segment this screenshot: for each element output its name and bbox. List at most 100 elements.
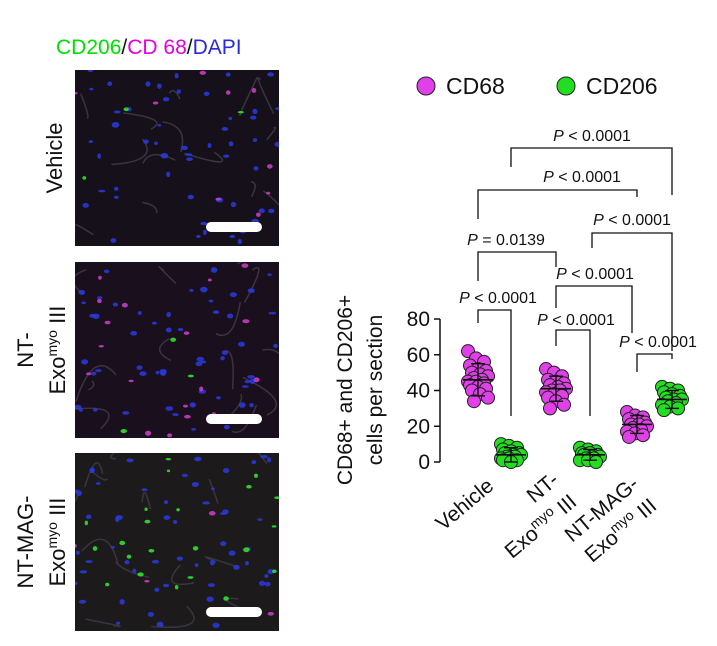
dapi-nucleus: [82, 203, 89, 208]
cd68-signal: [145, 430, 152, 436]
dapi-nucleus: [208, 299, 214, 303]
dapi-nucleus: [264, 581, 271, 587]
dapi-nucleus: [157, 83, 162, 89]
dapi-nucleus: [237, 238, 242, 245]
dapi-nucleus: [176, 556, 184, 561]
cd206-signal: [105, 582, 110, 587]
cd68-signal: [121, 302, 128, 308]
dapi-nucleus: [258, 580, 266, 586]
dapi-nucleus: [220, 541, 227, 547]
dapi-nucleus: [81, 301, 86, 305]
cd68-title: CD 68: [127, 36, 187, 59]
dapi-nucleus: [110, 545, 115, 549]
dapi-nucleus: [122, 411, 130, 415]
dapi-nucleus: [247, 375, 255, 379]
tissue-fiber: [123, 112, 158, 130]
dapi-nucleus: [268, 311, 277, 315]
tissue-fiber: [75, 364, 117, 402]
cd206-signal: [170, 337, 177, 342]
dapi-nucleus: [237, 341, 245, 347]
dapi-nucleus: [132, 568, 137, 573]
cd68-signal: [199, 70, 207, 75]
dapi-nucleus: [115, 515, 123, 520]
dapi-nucleus: [75, 581, 78, 585]
dapi-nucleus: [162, 97, 170, 102]
data-point: [557, 397, 571, 412]
cd68-signal: [183, 331, 190, 335]
y-tick-label: 60: [407, 344, 430, 367]
dapi-nucleus: [200, 286, 208, 293]
cd206-signal: [148, 549, 155, 553]
dapi-nucleus: [94, 369, 102, 372]
dapi-nucleus: [166, 311, 172, 318]
cd206-signal: [120, 429, 127, 434]
cd68-signal: [152, 101, 159, 105]
micrograph-vehicle: [75, 70, 279, 246]
tissue-fiber: [141, 492, 152, 510]
dapi-nucleus: [211, 487, 215, 491]
tissue-fiber: [168, 89, 181, 100]
dapi-nucleus: [220, 356, 225, 361]
dapi-nucleus: [174, 73, 179, 79]
dapi-nucleus: [141, 488, 148, 492]
tissue-fiber: [85, 618, 121, 628]
dapi-nucleus: [97, 189, 106, 193]
dapi-nucleus: [90, 371, 97, 376]
micrograph-nt-mag-exo: [75, 453, 279, 631]
cd68-signal: [98, 345, 104, 348]
dapi-nucleus: [78, 289, 86, 295]
dapi-nucleus: [92, 408, 98, 412]
dapi-nucleus: [260, 454, 268, 459]
tissue-fiber: [75, 223, 94, 236]
dapi-nucleus: [147, 612, 155, 617]
dapi-nucleus: [151, 321, 158, 325]
significance-bracket: [477, 251, 557, 281]
dapi-nucleus: [159, 368, 167, 375]
dapi-nucleus: [176, 89, 182, 94]
cd68-signal: [86, 372, 92, 376]
dapi-nucleus: [155, 370, 160, 375]
tissue-fiber: [184, 151, 224, 163]
cd206-signal: [92, 546, 98, 551]
micrograph-background: [75, 262, 279, 438]
dapi-nucleus: [267, 457, 272, 463]
dapi-nucleus: [196, 234, 201, 238]
data-point: [543, 401, 557, 416]
dapi-nucleus: [112, 302, 119, 307]
y-tick-label: 80: [407, 308, 430, 331]
p-value-label: P < 0.0001: [593, 212, 671, 229]
significance-bracket: [636, 353, 673, 372]
cd206-signal: [187, 374, 194, 378]
cd206-signal: [144, 519, 151, 524]
dapi-nucleus: [194, 563, 199, 568]
dapi-nucleus: [87, 70, 94, 72]
cd206-signal: [165, 457, 172, 461]
dapi-nucleus: [267, 72, 275, 77]
cd206-signal: [84, 520, 88, 526]
dapi-nucleus: [233, 564, 240, 570]
dapi-nucleus: [202, 501, 210, 505]
dapi-nucleus: [229, 292, 237, 298]
cd206-signal: [274, 496, 279, 500]
dapi-nucleus: [244, 379, 251, 384]
dapi-nucleus: [166, 171, 171, 178]
dapi-nucleus: [139, 371, 147, 376]
dapi-nucleus: [200, 360, 207, 364]
tissue-fiber: [92, 471, 108, 481]
dapi-nucleus: [177, 327, 184, 332]
dapi-nucleus: [81, 359, 89, 365]
significance-bracket: [555, 329, 591, 416]
dapi-nucleus: [103, 269, 110, 274]
dapi-nucleus: [191, 482, 200, 487]
y-axis-label: CD68+ and CD206+: [334, 295, 357, 485]
panel-title: CD206/CD 68/DAPI: [56, 36, 242, 60]
dapi-nucleus: [258, 208, 265, 214]
dapi-nucleus: [97, 296, 103, 300]
micrograph-background: [75, 70, 279, 246]
dapi-nucleus: [252, 108, 258, 115]
cd206-signal: [82, 176, 87, 180]
cd68-signal: [97, 298, 102, 304]
cd206-signal: [246, 484, 252, 489]
dapi-nucleus: [88, 140, 93, 144]
dapi-nucleus: [137, 311, 142, 315]
